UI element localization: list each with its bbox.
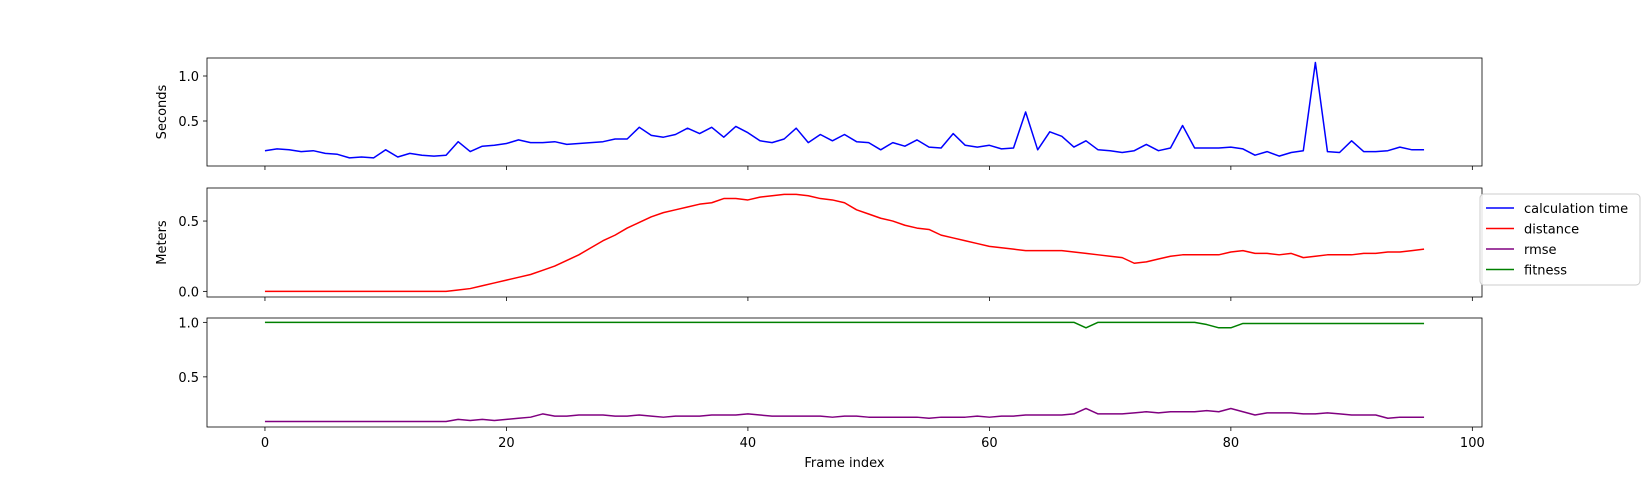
axes-frame-3 bbox=[206, 317, 1483, 428]
x-tick-label: 0 bbox=[261, 436, 269, 451]
x-tick-label: 100 bbox=[1460, 436, 1485, 451]
x-axis-label: Frame index bbox=[804, 456, 885, 471]
axes-frame-1 bbox=[206, 57, 1483, 167]
x-tick-label: 20 bbox=[498, 436, 515, 451]
y-tick-label: 0.5 bbox=[178, 371, 199, 386]
legend-label: distance bbox=[1524, 223, 1579, 238]
legend-label: calculation time bbox=[1524, 202, 1628, 217]
legend-label: rmse bbox=[1524, 243, 1557, 258]
y-tick-label: 1.0 bbox=[178, 70, 199, 85]
y-axis-label: Meters bbox=[155, 220, 170, 265]
series-line-calculation-time bbox=[264, 61, 1425, 159]
x-tick-label: 80 bbox=[1223, 436, 1240, 451]
series-line-rmse bbox=[264, 407, 1425, 423]
x-tick-label: 60 bbox=[981, 436, 998, 451]
y-axis-label: Seconds bbox=[155, 84, 170, 139]
y-tick-label: 0.0 bbox=[178, 285, 199, 300]
y-tick-label: 0.5 bbox=[178, 115, 199, 130]
y-tick-label: 1.0 bbox=[178, 316, 199, 331]
axes-frame-2 bbox=[206, 187, 1483, 298]
x-tick-label: 40 bbox=[740, 436, 757, 451]
series-line-fitness bbox=[264, 321, 1425, 329]
series-line-distance bbox=[264, 193, 1425, 293]
y-tick-label: 0.5 bbox=[178, 215, 199, 230]
legend-box bbox=[1479, 193, 1641, 286]
legend-label: fitness bbox=[1524, 264, 1567, 279]
